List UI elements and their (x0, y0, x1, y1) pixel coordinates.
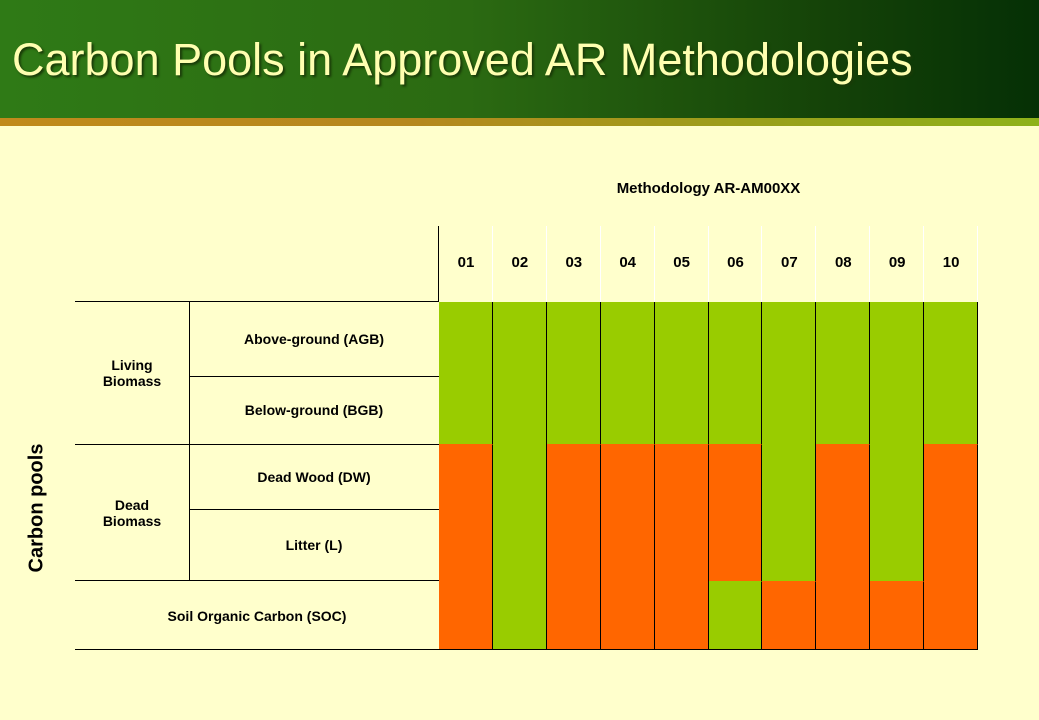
column-header-03: 03 (565, 254, 583, 271)
cell-09-row4 (870, 509, 924, 581)
cell-02-row3 (493, 444, 547, 509)
cell-02-row1 (493, 302, 547, 376)
cell-01-row2 (439, 376, 493, 444)
cell-08-row2 (816, 376, 870, 444)
cell-07-row3 (762, 444, 816, 509)
header-divider (546, 226, 547, 302)
table-top-rule (75, 301, 439, 302)
cell-10-row4 (924, 509, 978, 581)
header-divider (815, 226, 816, 302)
cell-10-row5 (924, 581, 978, 650)
cell-05-row4 (655, 509, 709, 581)
header-divider (708, 226, 709, 302)
cell-05-row5 (655, 581, 709, 650)
cell-09-row3 (870, 444, 924, 509)
column-header-02: 02 (511, 254, 529, 271)
cell-02-row5 (493, 581, 547, 650)
row-label-litter: Litter (L) (285, 537, 343, 553)
column-header-07: 07 (781, 254, 798, 271)
cell-03-row3 (547, 444, 601, 509)
cell-05-row1 (655, 302, 709, 376)
header-divider (977, 226, 978, 302)
row-label-soc: Soil Organic Carbon (SOC) (167, 607, 347, 624)
title-accent-strip (0, 118, 1039, 126)
row-label-dw: Dead Wood (DW) (257, 468, 371, 485)
cell-08-row1 (816, 302, 870, 376)
cell-01-row1 (439, 302, 493, 376)
cell-04-row4 (601, 509, 655, 581)
row-label-agb: Above-ground (AGB) (244, 331, 384, 347)
cell-08-row4 (816, 509, 870, 581)
column-header-04: 04 (619, 254, 637, 271)
row-rule-dead-soc (75, 580, 439, 581)
column-header-09: 09 (888, 254, 906, 271)
page-title: Carbon Pools in Approved AR Methodologie… (12, 34, 913, 85)
cell-06-row1 (709, 302, 762, 376)
cell-07-row5 (762, 581, 816, 650)
cell-06-row3 (709, 444, 762, 509)
cell-03-row2 (547, 376, 601, 444)
cell-10-row3 (924, 444, 978, 509)
cell-10-row1 (924, 302, 978, 376)
column-header-08: 08 (834, 254, 852, 271)
cell-06-row2 (709, 376, 762, 444)
cell-09-row1 (870, 302, 924, 376)
cell-09-row2 (870, 376, 924, 444)
cell-08-row3 (816, 444, 870, 509)
row-label-bgb: Below-ground (BGB) (244, 402, 384, 418)
cell-01-row5 (439, 581, 493, 650)
cell-03-row5 (547, 581, 601, 650)
cell-06-row5 (709, 581, 762, 650)
methodology-header: Methodology AR-AM00XX (616, 180, 801, 197)
cell-03-row4 (547, 509, 601, 581)
cell-06-row4 (709, 509, 762, 581)
header-divider (761, 226, 762, 302)
group-label-dead-biomass: Dead Biomass (102, 496, 162, 529)
cell-04-row1 (601, 302, 655, 376)
cell-10-row2 (924, 376, 978, 444)
cell-04-row3 (601, 444, 655, 509)
cell-07-row2 (762, 376, 816, 444)
grid-left-rule (438, 226, 439, 302)
cell-02-row2 (493, 376, 547, 444)
cell-03-row1 (547, 302, 601, 376)
cell-09-row5 (870, 581, 924, 650)
column-header-06: 06 (727, 254, 744, 271)
title-banner (0, 0, 1039, 118)
label-divider-rule (189, 302, 190, 581)
header-divider (869, 226, 870, 302)
row-rule-living-dead (75, 444, 439, 445)
column-header-10: 10 (942, 254, 960, 271)
column-header-01: 01 (457, 254, 475, 271)
cell-01-row3 (439, 444, 493, 509)
group-label-living-biomass: Living Biomass (102, 357, 162, 389)
cell-04-row2 (601, 376, 655, 444)
cell-07-row1 (762, 302, 816, 376)
row-rule-agb-bgb (189, 376, 439, 377)
header-divider (600, 226, 601, 302)
cell-04-row5 (601, 581, 655, 650)
carbon-pools-label: Carbon pools (25, 443, 48, 573)
cell-01-row4 (439, 509, 493, 581)
cell-02-row4 (493, 509, 547, 581)
cell-05-row3 (655, 444, 709, 509)
cell-07-row4 (762, 509, 816, 581)
header-divider (654, 226, 655, 302)
header-divider (923, 226, 924, 302)
table-bottom-rule (75, 649, 978, 650)
cell-05-row2 (655, 376, 709, 444)
cell-08-row5 (816, 581, 870, 650)
column-header-05: 05 (673, 254, 690, 271)
row-rule-dw-litter (189, 509, 439, 510)
header-divider (492, 226, 493, 302)
